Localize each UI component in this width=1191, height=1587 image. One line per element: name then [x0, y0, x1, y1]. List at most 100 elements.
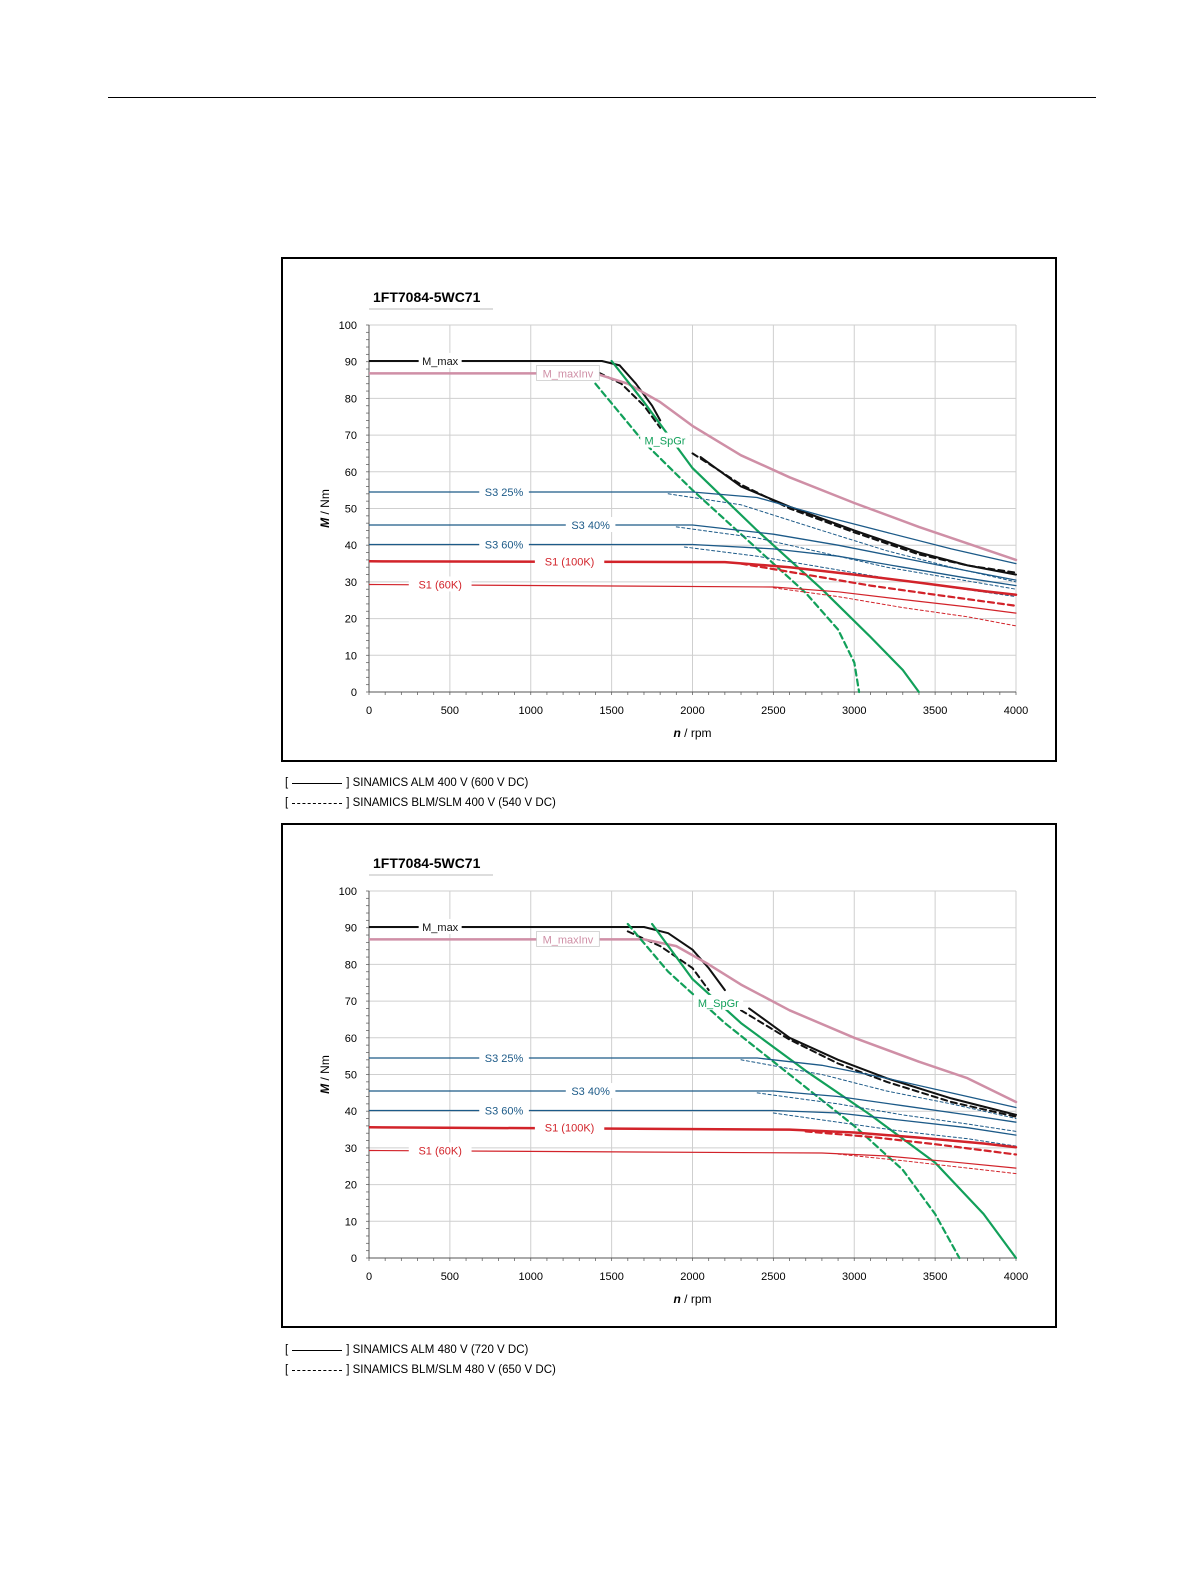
legend-dashed-line: [ ] SINAMICS BLM/SLM 480 V (650 V DC): [285, 1360, 556, 1380]
annotation-box: [565, 517, 616, 533]
y-tick-label: 40: [345, 540, 357, 552]
x-tick-label: 1500: [599, 705, 623, 717]
annotation-s3-60: S3 60%: [485, 539, 524, 551]
legend-solid-label: ] SINAMICS ALM 480 V (720 V DC): [346, 1344, 529, 1356]
y-axis-label-unit: / Nm: [318, 1055, 332, 1084]
y-tick-label: 100: [339, 886, 357, 898]
y-tick-label: 20: [345, 614, 357, 626]
series-line-s3-40: [675, 526, 1017, 590]
series-line-s3-25: [667, 493, 1017, 583]
annotation-s1-60k: S1 (60K): [418, 1145, 461, 1157]
dashed-line-swatch: [292, 1369, 343, 1371]
x-tick-label: 3500: [923, 705, 947, 717]
y-tick-label: 50: [345, 1070, 357, 1082]
annotation-s3-60: S3 60%: [485, 1105, 524, 1117]
annotation-box: [534, 1119, 605, 1135]
x-tick-label: 4000: [1004, 705, 1028, 717]
x-tick-label: 2500: [761, 1271, 785, 1283]
annotation-box: [534, 553, 605, 569]
chart-1-legend: [ ] SINAMICS ALM 400 V (600 V DC) [ ] SI…: [285, 773, 556, 813]
annotation-m-max: M_max: [422, 356, 459, 368]
y-tick-label: 90: [345, 357, 357, 369]
torque-speed-chart-2: 1FT7084-5WC71 0 10 20 30 40 50 60 70 80 90 100 0 500 1…: [281, 823, 1057, 1328]
legend-bracket: [: [285, 1364, 289, 1376]
x-tick-label: 3000: [842, 1271, 866, 1283]
y-tick-label: 0: [351, 1253, 357, 1265]
annotation-m-spgr: M_SpGr: [645, 436, 686, 448]
annotation-s1-100k: S1 (100K): [545, 556, 595, 568]
legend-bracket: [: [285, 777, 289, 789]
annotation-box: [408, 576, 472, 592]
series-line-s3-40: [756, 1092, 1017, 1132]
annotation-box: [479, 483, 529, 499]
series-group: [369, 359, 1018, 694]
x-axis-label-symbol: n: [673, 1292, 680, 1306]
annotation-box: [479, 536, 529, 552]
legend-dashed-label: ] SINAMICS BLM/SLM 480 V (650 V DC): [346, 1364, 556, 1376]
x-tick-label: 2000: [680, 1271, 704, 1283]
x-tick-label: 500: [441, 705, 459, 717]
x-tick-label: 4000: [1004, 1271, 1028, 1283]
series-line-s1-100k: [804, 1130, 1018, 1156]
x-tick-label: 1000: [519, 705, 543, 717]
series-line-m-spgr: [651, 922, 1018, 1260]
legend-bracket: [: [285, 797, 289, 809]
series-line-m-maxinv: [369, 938, 1018, 1104]
y-tick-label: 20: [345, 1180, 357, 1192]
series-group: [369, 922, 1018, 1260]
y-tick-label: 0: [351, 687, 357, 699]
annotation-box: [408, 1142, 472, 1158]
y-tick-label: 40: [345, 1106, 357, 1118]
y-tick-label: 60: [345, 467, 357, 479]
series-line-s3-40: [369, 1090, 1017, 1123]
legend-solid-line: [ ] SINAMICS ALM 400 V (600 V DC): [285, 773, 556, 793]
series-line-m-max: [748, 1007, 1017, 1116]
annotation-box: [479, 1102, 529, 1118]
solid-line-swatch: [292, 782, 343, 784]
y-tick-label: 70: [345, 430, 357, 442]
legend-dashed-label: ] SINAMICS BLM/SLM 400 V (540 V DC): [346, 797, 556, 809]
y-tick-label: 30: [345, 1143, 357, 1155]
series-line-m-spgr: [610, 359, 920, 694]
x-tick-label: 3000: [842, 705, 866, 717]
y-tick-label: 10: [345, 650, 357, 662]
chart-title: 1FT7084-5WC71: [373, 855, 481, 871]
annotation-m-max: M_max: [422, 922, 459, 934]
annotation-box: [418, 352, 462, 368]
y-tick-label: 100: [339, 320, 357, 332]
series-line-m-max: [740, 1009, 1017, 1118]
annotation-s1-100k: S1 (100K): [545, 1122, 595, 1134]
series-line-s3-40: [369, 524, 1017, 581]
y-tick-label: 70: [345, 996, 357, 1008]
x-tick-label: 1500: [599, 1271, 623, 1283]
x-tick-label: 3500: [923, 1271, 947, 1283]
annotation-box: [418, 918, 462, 934]
series-line-s1-100k: [739, 562, 1018, 607]
x-tick-label: 2000: [680, 705, 704, 717]
series-line-s3-25: [740, 1059, 1017, 1119]
y-axis-label-symbol: M: [318, 517, 332, 528]
series-line-s3-60: [772, 1112, 1017, 1147]
y-tick-label: 80: [345, 393, 357, 405]
annotation-s3-25: S3 25%: [485, 1053, 524, 1065]
series-line-s3-25: [369, 491, 1017, 565]
x-axis-label: n / rpm: [673, 1292, 711, 1306]
y-tick-label: 10: [345, 1216, 357, 1228]
x-axis-label-unit: / rpm: [681, 1292, 712, 1306]
chart-title: 1FT7084-5WC71: [373, 289, 481, 305]
series-line-s1-60k: [772, 587, 1017, 627]
series-line-m-max: [369, 360, 662, 422]
annotation-s3-40: S3 40%: [571, 1086, 610, 1098]
y-tick-label: 80: [345, 959, 357, 971]
series-line-m-max: [699, 456, 1017, 576]
y-axis-label-symbol: M: [318, 1083, 332, 1094]
legend-solid-label: ] SINAMICS ALM 400 V (600 V DC): [346, 777, 529, 789]
annotation-box: [536, 931, 600, 947]
series-line-s1-60k: [837, 1153, 1017, 1175]
y-axis-label-unit: / Nm: [318, 489, 332, 518]
x-tick-label: 2500: [761, 705, 785, 717]
series-line-s3-25: [369, 1057, 1017, 1109]
legend-bracket: [: [285, 1344, 289, 1356]
series-line-s1-60k: [369, 1149, 1017, 1169]
